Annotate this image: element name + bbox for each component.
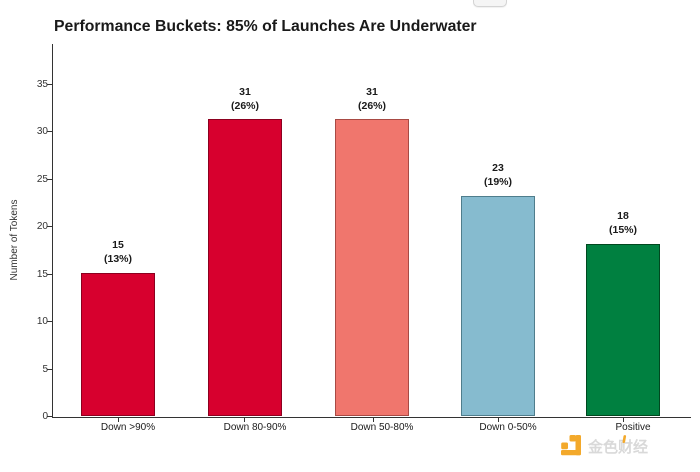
svg-text:金色财经: 金色财经 (587, 438, 648, 456)
